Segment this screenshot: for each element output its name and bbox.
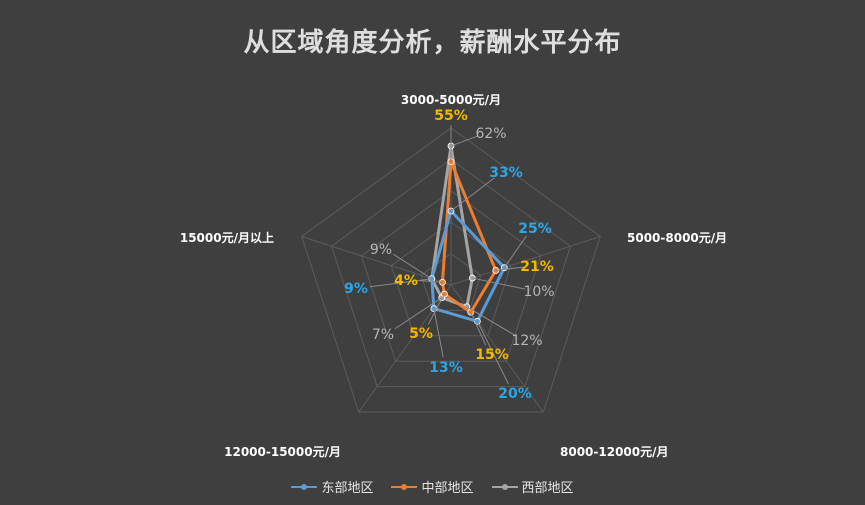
data-label: 9% bbox=[344, 281, 368, 297]
leader-line bbox=[433, 308, 444, 358]
leader-line bbox=[450, 177, 495, 212]
chart-title: 从区域角度分析，薪酬水平分布 bbox=[243, 28, 622, 58]
leader-line bbox=[392, 253, 433, 280]
data-label: 20% bbox=[498, 386, 532, 402]
grid-spoke bbox=[450, 236, 601, 286]
leader-line bbox=[419, 280, 443, 283]
grid-spoke bbox=[301, 236, 452, 286]
data-label: 62% bbox=[475, 126, 506, 142]
grid-ring bbox=[390, 221, 512, 337]
category-label: 15000元/月以上 bbox=[180, 230, 274, 245]
legend-swatch-west bbox=[491, 482, 518, 492]
legend-item-west: 西部地区 bbox=[491, 477, 574, 496]
data-label: 5% bbox=[409, 326, 433, 342]
data-label: 10% bbox=[523, 284, 554, 300]
leader-line bbox=[394, 297, 443, 330]
leader-line bbox=[495, 266, 524, 271]
legend-label-east: 东部地区 bbox=[321, 481, 374, 496]
series-line-0 bbox=[430, 209, 506, 323]
legend-item-central: 中部地区 bbox=[391, 477, 474, 496]
legend-swatch-east bbox=[291, 482, 318, 492]
grid-ring bbox=[360, 190, 542, 362]
category-label: 8000-12000元/月 bbox=[560, 445, 669, 459]
data-label: 33% bbox=[489, 165, 523, 181]
data-label: 21% bbox=[520, 259, 554, 275]
legend-label-west: 西部地区 bbox=[521, 481, 574, 496]
grid-ring bbox=[330, 158, 572, 388]
legend-label-central: 中部地区 bbox=[421, 481, 474, 496]
data-label: 55% bbox=[434, 108, 468, 124]
category-label: 5000-8000元/月 bbox=[627, 231, 727, 245]
legend-item-east: 东部地区 bbox=[291, 477, 373, 496]
data-label: 13% bbox=[429, 360, 463, 376]
legend: 东部地区 中部地区 西部地区 bbox=[0, 477, 865, 496]
leader-line bbox=[472, 277, 526, 290]
grid-ring bbox=[301, 127, 601, 413]
leader-line bbox=[470, 312, 487, 346]
data-label: 15% bbox=[475, 347, 509, 363]
grid-ring bbox=[420, 252, 482, 311]
leader-line bbox=[476, 321, 509, 385]
leader-line bbox=[466, 306, 515, 336]
leader-line bbox=[369, 278, 432, 288]
data-label: 12% bbox=[511, 333, 542, 349]
leader-line bbox=[503, 235, 527, 268]
category-label: 3000-5000元/月 bbox=[401, 93, 501, 107]
leader-line bbox=[427, 293, 445, 325]
data-label: 7% bbox=[372, 327, 394, 343]
data-label: 4% bbox=[394, 273, 418, 289]
legend-swatch-central bbox=[391, 482, 418, 492]
leader-line bbox=[450, 135, 478, 147]
data-label: 25% bbox=[518, 221, 552, 237]
data-label: 9% bbox=[370, 242, 392, 258]
category-label: 12000-15000元/月 bbox=[224, 445, 341, 459]
grid-spoke bbox=[358, 284, 452, 413]
